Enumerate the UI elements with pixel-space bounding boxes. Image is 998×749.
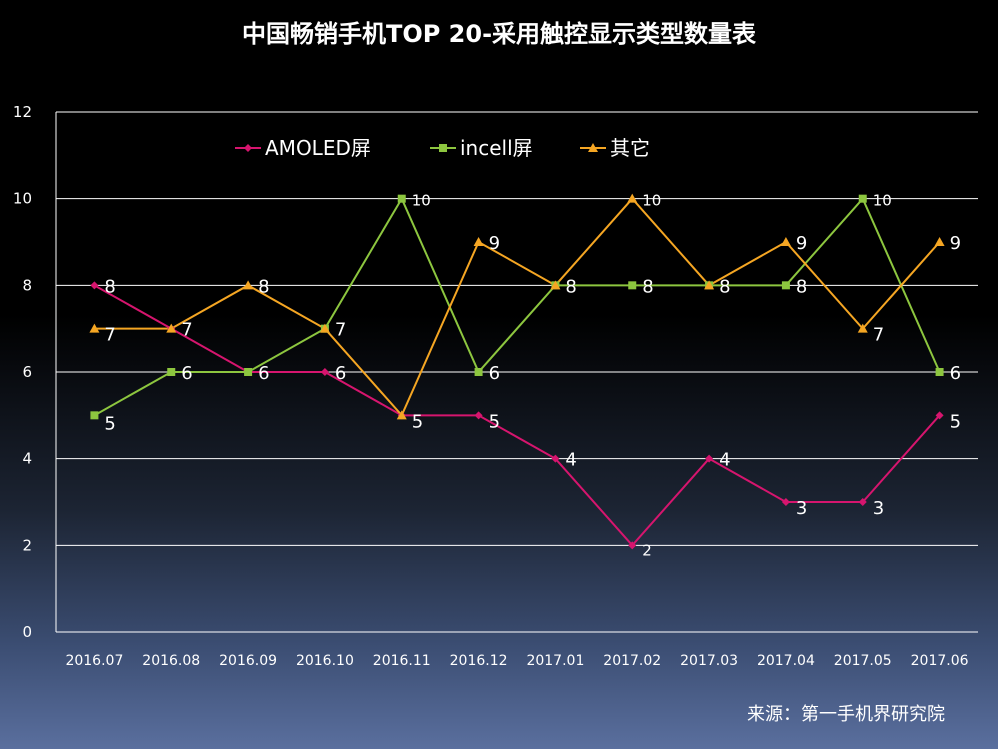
series-point-1 xyxy=(935,368,944,376)
x-tick-label: 2017.06 xyxy=(911,653,969,669)
data-label: 5 xyxy=(104,413,115,434)
series-point-1 xyxy=(90,411,99,420)
series-point-2 xyxy=(89,323,100,333)
data-label: 10 xyxy=(642,192,661,210)
x-tick-label: 2016.07 xyxy=(65,653,123,669)
data-label: 9 xyxy=(950,233,961,254)
data-label: 8 xyxy=(719,276,730,297)
x-tick-label: 2016.08 xyxy=(142,653,200,669)
data-label: 4 xyxy=(565,450,576,471)
axes: 0 2 4 6 8 10 12 2016.07 2016.08 2016.09 2016.10 201… xyxy=(13,103,978,669)
chart-title: 中国畅销手机TOP 20-采用触控显示类型数量表 xyxy=(242,20,757,48)
series-markers xyxy=(89,193,945,550)
x-tick-label: 2017.05 xyxy=(834,653,892,669)
data-label: 6 xyxy=(950,363,961,384)
series-point-1 xyxy=(781,281,790,290)
data-label: 3 xyxy=(873,498,884,519)
data-label: 7 xyxy=(104,325,115,346)
series-point-0 xyxy=(858,498,867,506)
series-lines xyxy=(93,196,941,547)
data-label: 8 xyxy=(104,276,115,297)
series-point-2 xyxy=(550,280,561,290)
x-tick-label: 2016.11 xyxy=(373,653,431,669)
source-note: 来源：第一手机界研究院 xyxy=(747,704,945,725)
series-point-0 xyxy=(935,411,944,420)
series-point-1 xyxy=(474,368,483,376)
data-label: 6 xyxy=(489,363,500,384)
series-point-1 xyxy=(167,368,176,376)
data-labels: 8 7 6 6 5 5 4 2 4 3 3 5 5 6 7 10 6 8 8 8 8 10 6 7 8 9 10 9 7 9 xyxy=(104,192,961,560)
y-tick-label: 10 xyxy=(13,190,32,208)
y-tick-label: 4 xyxy=(22,450,32,468)
y-tick-label: 12 xyxy=(13,103,32,121)
data-label: 6 xyxy=(181,363,192,384)
series-point-2 xyxy=(934,237,945,246)
data-label: 5 xyxy=(950,411,961,432)
data-label: 9 xyxy=(796,233,807,254)
data-label: 5 xyxy=(412,411,423,432)
series-point-1 xyxy=(397,194,406,203)
series-point-0 xyxy=(628,541,637,550)
series-point-1 xyxy=(244,368,253,376)
legend-marker xyxy=(244,144,252,152)
y-tick-label: 0 xyxy=(22,623,32,641)
series-point-0 xyxy=(90,281,99,290)
data-label: 3 xyxy=(796,498,807,519)
legend: AMOLED屏 incell屏 其它 xyxy=(235,136,650,160)
legend-marker xyxy=(439,144,447,152)
data-label: 9 xyxy=(489,233,500,254)
y-tick-label: 2 xyxy=(22,536,32,554)
data-label: 8 xyxy=(565,276,576,297)
series-point-2 xyxy=(396,410,407,420)
legend-label: 其它 xyxy=(610,136,650,160)
series-point-1 xyxy=(858,194,867,203)
x-tick-label: 2017.02 xyxy=(603,653,661,669)
series-point-2 xyxy=(857,323,868,333)
series-point-2 xyxy=(166,323,177,333)
series-point-2 xyxy=(627,193,638,203)
data-label: 10 xyxy=(873,192,892,210)
y-tick-label: 6 xyxy=(22,363,32,381)
data-label: 6 xyxy=(258,363,269,384)
series-point-0 xyxy=(705,454,714,463)
series-point-2 xyxy=(780,237,791,246)
data-label: 7 xyxy=(335,320,346,341)
series-line-1 xyxy=(93,196,941,417)
data-label: 4 xyxy=(719,450,730,471)
x-tick-label: 2017.03 xyxy=(680,653,738,669)
series-line-0 xyxy=(93,284,941,547)
series-point-0 xyxy=(781,498,790,506)
data-label: 8 xyxy=(796,276,807,297)
series-point-0 xyxy=(474,411,483,420)
y-tick-label: 8 xyxy=(22,276,32,294)
series-point-2 xyxy=(704,280,715,290)
data-label: 8 xyxy=(642,276,653,297)
series-point-0 xyxy=(551,454,560,463)
x-tick-label: 2017.01 xyxy=(526,653,584,669)
x-tick-label: 2017.04 xyxy=(757,653,815,669)
x-tick-label: 2016.10 xyxy=(296,653,354,669)
data-label: 6 xyxy=(335,363,346,384)
series-point-1 xyxy=(628,281,637,290)
series-line-2 xyxy=(94,197,941,418)
data-label: 2 xyxy=(642,541,652,559)
x-tick-label: 2016.09 xyxy=(219,653,277,669)
data-label: 7 xyxy=(181,320,192,341)
legend-marker xyxy=(588,143,598,152)
data-label: 5 xyxy=(489,411,500,432)
x-tick-label: 2016.12 xyxy=(450,653,508,669)
legend-label: AMOLED屏 xyxy=(265,136,371,160)
data-label: 7 xyxy=(873,325,884,346)
data-label: 10 xyxy=(412,192,431,210)
series-point-0 xyxy=(320,368,329,376)
series-point-2 xyxy=(319,323,330,333)
series-point-2 xyxy=(243,280,254,290)
data-label: 8 xyxy=(258,276,269,297)
legend-label: incell屏 xyxy=(460,136,533,160)
series-point-2 xyxy=(473,237,484,246)
